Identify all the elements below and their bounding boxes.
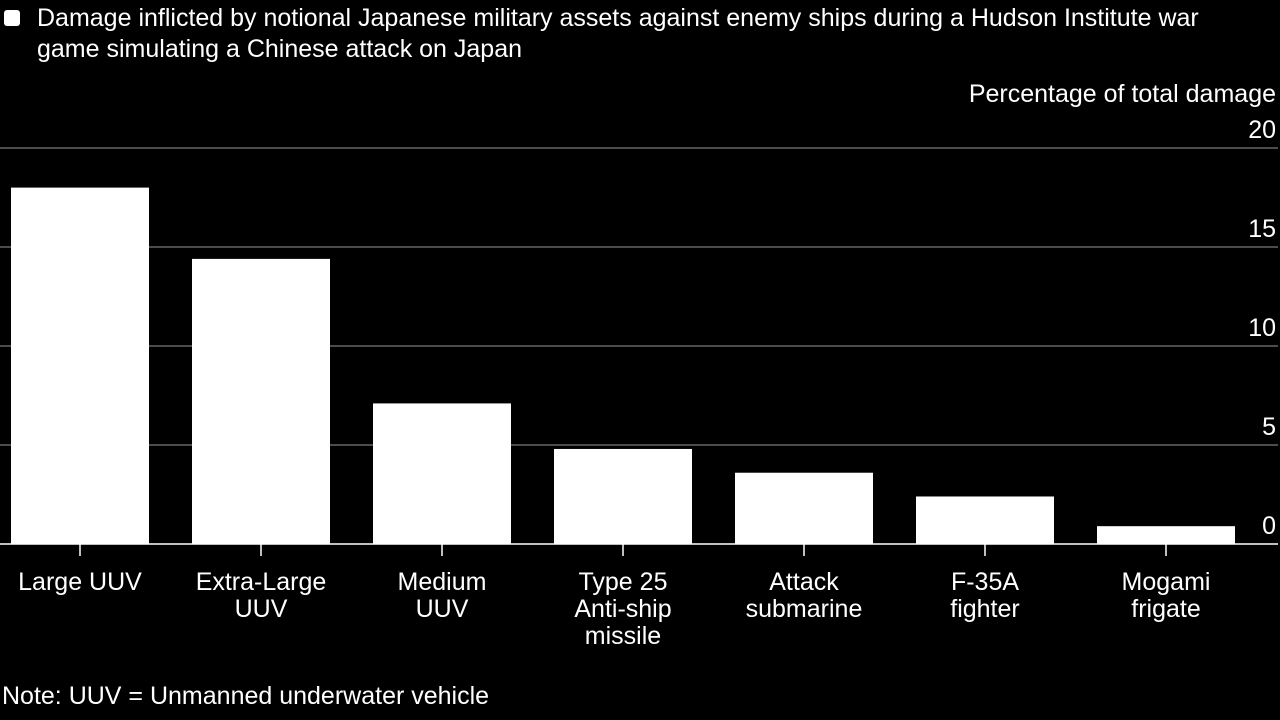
bar (735, 472, 873, 544)
x-tick-label: Extra-Large UUV (196, 568, 327, 623)
y-tick-label: 0 (1262, 512, 1276, 540)
y-tick-label: 10 (1248, 314, 1276, 342)
bar (11, 187, 149, 544)
y-tick-label: 15 (1248, 215, 1276, 243)
bar (916, 496, 1054, 544)
x-tick-label: Medium UUV (398, 568, 487, 623)
bar (554, 448, 692, 544)
x-tick-label: Type 25 Anti-ship missile (574, 568, 671, 650)
legend-swatch (4, 10, 20, 26)
y-tick-label: 5 (1262, 413, 1276, 441)
x-tick-label: F-35A fighter (950, 568, 1019, 623)
chart-title: Damage inflicted by notional Japanese mi… (37, 4, 1199, 63)
x-tick-label: Large UUV (18, 568, 142, 596)
y-axis-label: Percentage of total damage (968, 80, 1276, 108)
bar (192, 258, 330, 544)
y-tick-label: 20 (1248, 116, 1276, 144)
chart-note: Note: UUV = Unmanned underwater vehicle (2, 682, 490, 710)
bar (373, 403, 511, 544)
x-tick-label: Mogami frigate (1122, 568, 1211, 623)
x-tick-label: Attack submarine (746, 568, 863, 623)
bar (1097, 526, 1235, 544)
